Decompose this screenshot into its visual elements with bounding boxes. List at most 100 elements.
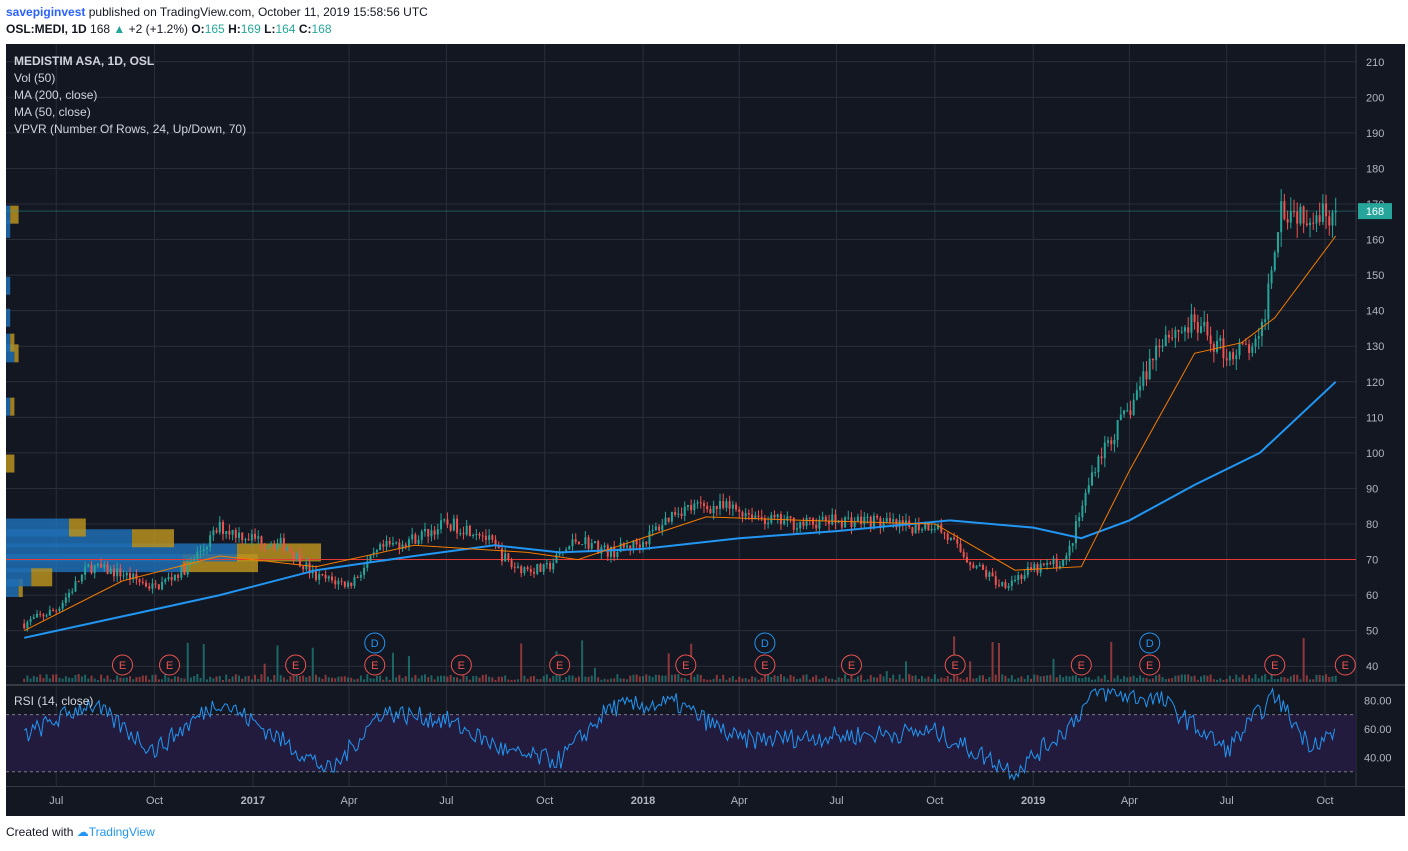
ohlc-line: OSL:MEDI, 1D 168 ▲ +2 (+1.2%) O:165 H:16… (6, 21, 428, 38)
volume-bar (1017, 677, 1020, 682)
candle-body (828, 521, 831, 525)
candle-body (199, 551, 202, 553)
volume-bar (183, 678, 186, 682)
volume-bar (1235, 674, 1238, 682)
candle-body (555, 554, 558, 564)
tradingview-brand[interactable]: TradingView (88, 825, 155, 839)
volume-bar (1225, 679, 1228, 682)
volume-bar (937, 678, 940, 682)
volume-bar (241, 678, 244, 682)
volume-bar (792, 676, 795, 682)
earnings-marker-icon (159, 654, 181, 676)
tradingview-logo-icon[interactable]: ☁ (76, 825, 89, 839)
volume-profile-up-bar (6, 568, 32, 587)
volume-bar (366, 674, 369, 682)
candle-body (353, 576, 356, 586)
candle-body (645, 541, 648, 545)
dividend-marker-icon (1139, 632, 1161, 654)
candle-body (728, 501, 731, 509)
candle-body (629, 545, 632, 550)
volume-bar (1068, 676, 1071, 682)
volume-bar (744, 678, 747, 682)
candle-body (558, 552, 561, 555)
earnings-marker-icon (549, 654, 571, 676)
volume-bar (661, 675, 664, 682)
candle-body (751, 514, 754, 520)
volume-bar (1126, 677, 1129, 682)
candle-body (802, 521, 805, 526)
candle-body (994, 576, 997, 585)
volume-bar (779, 674, 782, 682)
volume-bar (164, 674, 167, 682)
volume-bar (994, 674, 997, 682)
volume-bar (751, 676, 754, 682)
candle-body (375, 550, 378, 553)
candle-body (674, 511, 677, 515)
volume-bar (186, 642, 189, 682)
volume-bar (1058, 674, 1061, 682)
volume-bar (212, 678, 215, 682)
candle-body (154, 583, 157, 585)
candle-body (799, 521, 802, 529)
volume-profile-down-bar (10, 397, 15, 416)
candle-body (478, 533, 481, 536)
volume-bar (308, 675, 311, 682)
volume-bar (1020, 676, 1023, 682)
volume-bar (642, 676, 645, 682)
candle-body (1151, 358, 1154, 361)
volume-bar (254, 674, 257, 682)
candle-body (45, 615, 48, 617)
volume-bar (279, 675, 282, 682)
candle-body (786, 516, 789, 521)
time-axis[interactable]: Jul Oct 2017 Apr Jul Oct 2018 Apr Jul Oct 2019 Apr J… (49, 795, 1333, 807)
volume-bar (55, 674, 58, 682)
volume-bar (1132, 675, 1135, 682)
candle-body (1103, 442, 1106, 459)
candle-body (1180, 331, 1183, 333)
volume-bar (606, 679, 609, 682)
volume-bar (776, 676, 779, 682)
volume-bar (645, 674, 648, 682)
volume-bar (715, 674, 718, 682)
volume-bar (244, 676, 247, 682)
volume-bar (1007, 678, 1010, 682)
volume-bar (895, 679, 898, 682)
volume-bar (712, 678, 715, 682)
volume-bar (664, 675, 667, 682)
candle-body (1052, 558, 1055, 565)
volume-bar (914, 675, 917, 682)
price-tick-label: 100 (1366, 448, 1384, 460)
pane-divider[interactable] (6, 684, 1405, 686)
volume-bar (385, 676, 388, 682)
candle-body (1177, 330, 1180, 332)
candle-body (1232, 352, 1235, 360)
symbol-label: OSL:MEDI, 1D (6, 22, 87, 36)
candle-body (1270, 270, 1273, 284)
candle-body (783, 520, 786, 525)
volume-bar (1171, 678, 1174, 682)
earnings-marker-icon (1139, 654, 1161, 676)
candle-body (1257, 336, 1260, 339)
volume-bar (1119, 679, 1122, 682)
rsi-axis[interactable]: 40.00 60.00 80.00 (1364, 695, 1392, 764)
price-axis[interactable]: 4050607080901001101201301401501601701801… (1358, 57, 1392, 673)
volume-bar (1216, 679, 1219, 682)
candle-body (815, 524, 818, 529)
volume-bar (276, 645, 279, 682)
volume-bar (680, 677, 683, 682)
volume-bar (420, 675, 423, 682)
candle-body (574, 539, 577, 542)
candle-body (1116, 420, 1119, 440)
candle-body (29, 618, 32, 622)
candle-body (289, 547, 292, 552)
volume-bar (327, 677, 330, 682)
candle-body (978, 564, 981, 567)
volume-bar (1280, 677, 1283, 682)
candle-body (1212, 343, 1215, 352)
volume-bar (289, 676, 292, 682)
volume-bar (847, 678, 850, 682)
volume-bar (1055, 677, 1058, 682)
volume-bar (337, 676, 340, 682)
author-link[interactable]: savepiginvest (6, 5, 86, 19)
